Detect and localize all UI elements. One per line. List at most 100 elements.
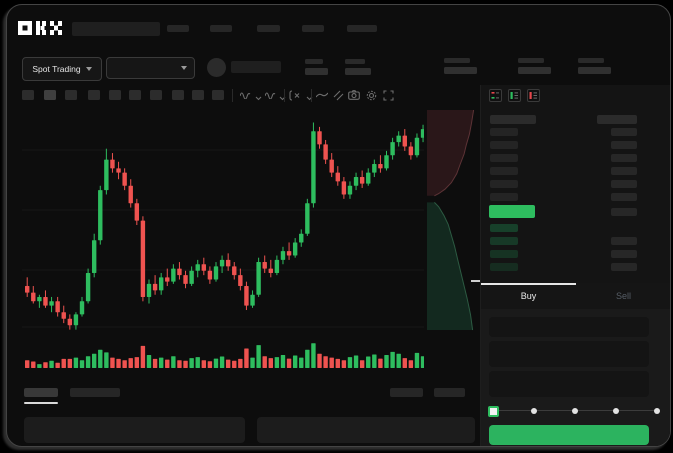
slider-stop[interactable] (531, 407, 537, 414)
nav-item-placeholder[interactable] (347, 25, 377, 32)
ask-price-placeholder (490, 193, 518, 201)
slider-stop[interactable] (654, 407, 660, 414)
bid-row[interactable] (481, 237, 670, 245)
last-amount-placeholder (611, 208, 637, 216)
buy-sell-tabs: Buy Sell (481, 283, 670, 309)
bid-price-placeholder (490, 250, 518, 258)
trendline-icon[interactable] (315, 88, 329, 102)
ask-amount-placeholder (611, 128, 637, 136)
pair-selector-dropdown[interactable] (106, 57, 195, 79)
ask-row[interactable] (481, 154, 670, 162)
bid-row[interactable] (481, 263, 670, 271)
tab-buy[interactable]: Buy (481, 283, 576, 309)
timeframe-placeholder[interactable] (212, 90, 224, 100)
toolbar-divider (284, 89, 285, 102)
order-form (481, 309, 670, 446)
ask-amount-placeholder (611, 141, 637, 149)
price-stat-placeholder (345, 59, 371, 75)
ask-price-placeholder (490, 180, 518, 188)
ask-amount-placeholder (611, 180, 637, 188)
total-input-placeholder[interactable] (489, 371, 649, 397)
ask-amount-placeholder (611, 154, 637, 162)
bid-row[interactable] (481, 250, 670, 258)
stat-placeholder (578, 58, 611, 74)
ask-price-placeholder (490, 167, 518, 175)
timeframe-placeholder[interactable] (150, 90, 162, 100)
timeframe-placeholder[interactable] (172, 90, 184, 100)
percent-slider[interactable] (488, 406, 660, 417)
indicator-wave-icon[interactable] (263, 88, 277, 102)
search-placeholder[interactable] (72, 22, 160, 36)
book-combined-icon[interactable] (489, 89, 502, 102)
nav-item-placeholder[interactable] (257, 25, 280, 32)
order-book-panel: Buy Sell (480, 85, 670, 446)
bid-price-placeholder (490, 224, 518, 232)
candlestick-chart[interactable] (22, 112, 424, 338)
book-bids-icon[interactable] (508, 89, 521, 102)
stat-placeholder (518, 58, 551, 74)
ask-row[interactable] (481, 141, 670, 149)
ask-row[interactable] (481, 180, 670, 188)
ask-row[interactable] (481, 167, 670, 175)
timeframe-placeholder[interactable] (65, 90, 77, 100)
chevron-down-icon (85, 67, 92, 71)
app-window: Spot Trading (6, 4, 671, 447)
timeframe-placeholder[interactable] (88, 90, 100, 100)
bid-row[interactable] (481, 224, 670, 232)
timeframe-placeholder[interactable] (129, 90, 141, 100)
amount-input-placeholder[interactable] (489, 341, 649, 367)
function-icon[interactable] (288, 88, 302, 102)
bottom-tab-placeholder[interactable] (70, 388, 120, 397)
ask-row[interactable] (481, 193, 670, 201)
active-tab-indicator (481, 283, 576, 285)
ask-price-placeholder (490, 128, 518, 136)
bottom-link-placeholder[interactable] (390, 388, 423, 397)
tab-sell[interactable]: Sell (576, 283, 670, 309)
market-type-dropdown[interactable]: Spot Trading (22, 57, 102, 81)
timeframe-placeholder-active[interactable] (44, 90, 56, 100)
buy-submit-button[interactable] (489, 425, 649, 445)
pair-name-placeholder (231, 61, 281, 73)
price-stat-placeholder (305, 59, 328, 75)
bid-price-placeholder (490, 237, 518, 245)
nav-item-placeholder[interactable] (302, 25, 324, 32)
bottom-tab-placeholder-active[interactable] (24, 388, 58, 397)
indicator-wave-icon[interactable] (238, 88, 252, 102)
stat-placeholder (444, 58, 477, 74)
bottom-link-placeholder[interactable] (434, 388, 465, 397)
fullscreen-icon[interactable] (381, 88, 395, 102)
ask-row[interactable] (481, 128, 670, 136)
chevron-down-icon[interactable] (302, 91, 316, 105)
price-input-placeholder[interactable] (489, 317, 649, 337)
bid-amount-placeholder (611, 237, 637, 245)
tab-buy-label: Buy (520, 291, 537, 301)
last-price-badge[interactable] (489, 205, 535, 218)
timeframe-placeholder[interactable] (109, 90, 121, 100)
top-navbar (7, 5, 670, 49)
toolbar-divider (232, 89, 233, 102)
timeframe-placeholder[interactable] (192, 90, 204, 100)
tab-sell-label: Sell (615, 291, 631, 301)
market-type-label: Spot Trading (32, 64, 81, 74)
compare-icon[interactable] (331, 88, 345, 102)
ask-amount-placeholder (611, 193, 637, 201)
chevron-down-icon[interactable] (251, 91, 265, 105)
slider-stop[interactable] (613, 407, 619, 414)
depth-chart[interactable] (427, 110, 480, 332)
settings-gear-icon[interactable] (364, 88, 378, 102)
toolbar-divider (311, 89, 312, 102)
timeframe-placeholder[interactable] (22, 90, 34, 100)
chevron-down-icon[interactable] (275, 91, 289, 105)
nav-item-placeholder[interactable] (210, 25, 232, 32)
camera-icon[interactable] (347, 88, 361, 102)
okx-logo[interactable] (18, 21, 64, 35)
book-asks-icon[interactable] (527, 89, 540, 102)
ask-price-placeholder (490, 141, 518, 149)
market-header: Spot Trading (7, 49, 670, 87)
nav-item-placeholder[interactable] (167, 25, 189, 32)
volume-chart[interactable] (22, 340, 424, 368)
slider-stop[interactable] (572, 407, 578, 414)
slider-handle[interactable] (488, 406, 499, 417)
bid-amount-placeholder (611, 250, 637, 258)
bid-price-placeholder (490, 263, 518, 271)
